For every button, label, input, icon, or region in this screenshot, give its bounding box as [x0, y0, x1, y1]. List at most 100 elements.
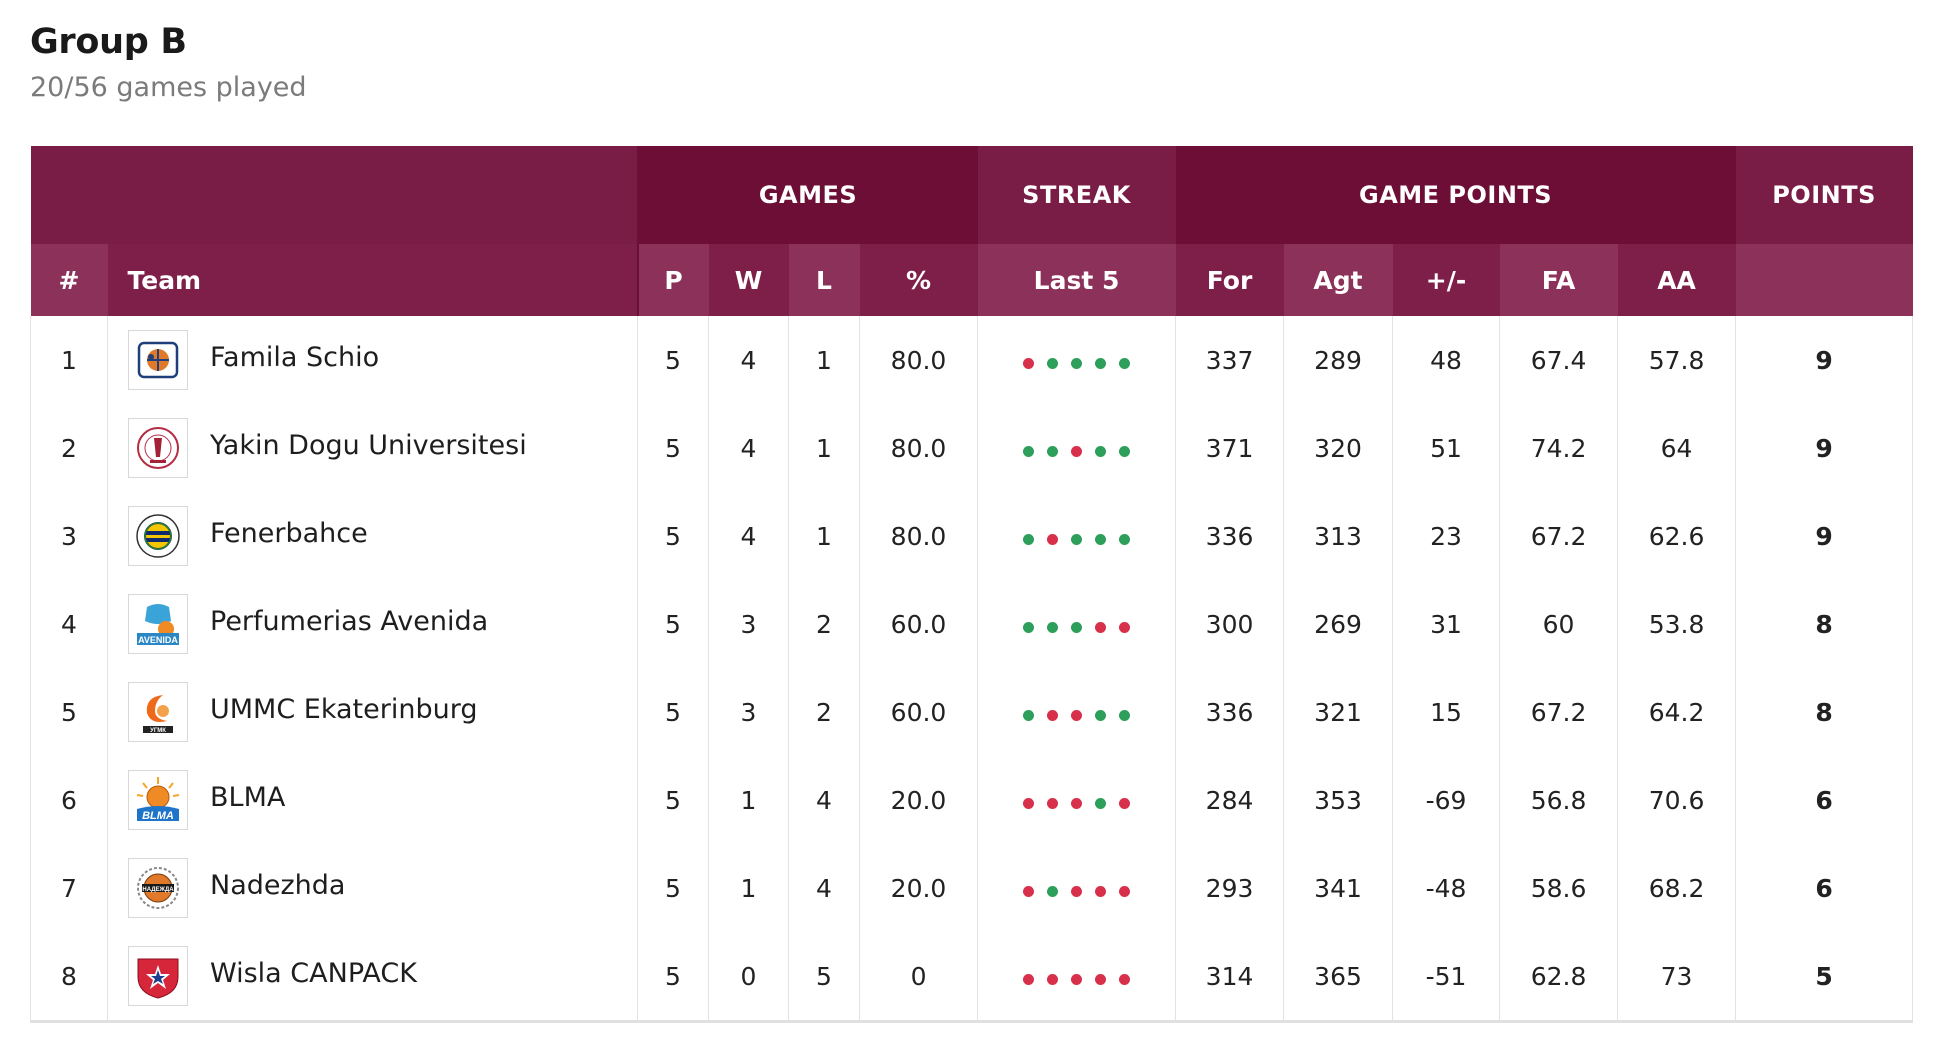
win-dot: [1119, 445, 1131, 457]
col-header-played[interactable]: P: [636, 244, 709, 316]
table-row[interactable]: 1 Famila Schio 5 4 1 80.0 337 289 48 67.4 57.8 9: [30, 316, 1913, 404]
rank-cell: 6: [30, 756, 108, 844]
losses-cell: 1: [788, 492, 860, 580]
standings-widget: Group B 20/56 games played GAMES STREAK …: [30, 18, 1913, 1023]
col-header-team[interactable]: Team: [107, 244, 638, 316]
points-cell: 9: [1815, 433, 1833, 463]
group-header-streak: STREAK: [977, 146, 1176, 244]
win-dot: [1095, 357, 1107, 369]
rank-cell: 3: [30, 492, 108, 580]
point-diff-cell: -48: [1392, 844, 1501, 932]
win-dot: [1047, 621, 1059, 633]
rank-cell: 1: [30, 316, 108, 404]
for-average-cell: 56.8: [1499, 756, 1619, 844]
team-name[interactable]: Perfumerias Avenida: [210, 605, 489, 637]
table-row[interactable]: 6 BLMA 5 1 4 20.0 284 353 -69 56.8 70.6 6: [30, 756, 1913, 844]
col-header-points-against[interactable]: Agt: [1283, 244, 1393, 316]
wins-cell: 0: [708, 932, 789, 1023]
points-cell: 6: [1815, 785, 1833, 815]
streak-dots: [1023, 973, 1131, 985]
win-dot: [1047, 357, 1059, 369]
points-against-cell: 313: [1283, 492, 1394, 580]
loss-dot: [1047, 709, 1059, 721]
wins-cell: 4: [708, 492, 789, 580]
team-name[interactable]: Fenerbahce: [210, 517, 368, 549]
win-dot: [1119, 357, 1131, 369]
win-pct-cell: 80.0: [859, 404, 979, 492]
team-name[interactable]: Wisla CANPACK: [210, 957, 417, 989]
rank-cell: 8: [30, 932, 108, 1023]
table-row[interactable]: 4 Perfumerias Avenida 5 3 2 60.0 300 269 31 60 53.…: [30, 580, 1913, 668]
team-cell: Famila Schio: [107, 316, 638, 404]
col-header-wins[interactable]: W: [708, 244, 789, 316]
against-average-cell: 70.6: [1617, 756, 1737, 844]
table-row[interactable]: 3 Fenerbahce 5 4 1 80.0 336 313 23 67.2 62.6 9: [30, 492, 1913, 580]
win-dot: [1119, 533, 1131, 545]
col-header-for-average[interactable]: FA: [1499, 244, 1618, 316]
group-header-game-points: GAME POINTS: [1175, 146, 1736, 244]
win-pct-cell: 60.0: [859, 668, 979, 756]
for-average-cell: 60: [1499, 580, 1619, 668]
wisla-logo: [128, 946, 188, 1006]
losses-cell: 4: [788, 756, 860, 844]
point-diff-cell: 48: [1392, 316, 1501, 404]
point-diff-cell: 31: [1392, 580, 1501, 668]
col-header-last5[interactable]: Last 5: [977, 244, 1176, 316]
col-header-win-pct[interactable]: %: [859, 244, 978, 316]
win-dot: [1071, 533, 1083, 545]
streak-dots: [1023, 445, 1131, 457]
points-for-cell: 336: [1175, 668, 1285, 756]
col-header-rank[interactable]: #: [30, 244, 108, 316]
col-header-losses[interactable]: L: [788, 244, 860, 316]
rank-cell: 4: [30, 580, 108, 668]
points-against-cell: 289: [1283, 316, 1394, 404]
team-name[interactable]: Yakin Dogu Universitesi: [210, 429, 527, 461]
team-name[interactable]: BLMA: [210, 781, 286, 813]
team-cell: UMMC Ekaterinburg: [107, 668, 638, 756]
loss-dot: [1047, 973, 1059, 985]
loss-dot: [1119, 621, 1131, 633]
team-name[interactable]: UMMC Ekaterinburg: [210, 693, 478, 725]
loss-dot: [1119, 973, 1131, 985]
against-average-cell: 68.2: [1617, 844, 1737, 932]
points-cell: 9: [1815, 521, 1833, 551]
loss-dot: [1023, 973, 1035, 985]
win-dot: [1119, 709, 1131, 721]
played-cell: 5: [637, 844, 709, 932]
wins-cell: 1: [708, 844, 789, 932]
team-name[interactable]: Famila Schio: [210, 341, 380, 373]
wins-cell: 1: [708, 756, 789, 844]
win-dot: [1023, 709, 1035, 721]
wins-cell: 3: [708, 668, 789, 756]
last5-cell: [977, 492, 1177, 580]
page-title: Group B: [30, 22, 187, 62]
against-average-cell: 64.2: [1617, 668, 1737, 756]
standings-table: GAMES STREAK GAME POINTS POINTS # Team P…: [30, 146, 1913, 1023]
last5-cell: [977, 932, 1177, 1023]
points-cell: 6: [1815, 873, 1833, 903]
team-cell: Perfumerias Avenida: [107, 580, 638, 668]
table-row[interactable]: 7 Nadezhda 5 1 4 20.0 293 341 -48 58.6 68.2 6: [30, 844, 1913, 932]
points-against-cell: 320: [1283, 404, 1394, 492]
for-average-cell: 67.2: [1499, 668, 1619, 756]
win-dot: [1095, 445, 1107, 457]
loss-dot: [1047, 797, 1059, 809]
col-header-point-diff[interactable]: +/-: [1392, 244, 1500, 316]
wins-cell: 4: [708, 404, 789, 492]
streak-dots: [1023, 621, 1131, 633]
col-header-points-for[interactable]: For: [1175, 244, 1284, 316]
loss-dot: [1119, 797, 1131, 809]
team-name[interactable]: Nadezhda: [210, 869, 346, 901]
table-row[interactable]: 2 Yakin Dogu Universitesi 5 4 1 80.0 371 320 51 7…: [30, 404, 1913, 492]
win-dot: [1047, 885, 1059, 897]
win-pct-cell: 60.0: [859, 580, 979, 668]
table-row[interactable]: 5 UMMC Ekaterinburg 5 3 2 60.0 336 321 15 67.2 64.…: [30, 668, 1913, 756]
col-header-against-average[interactable]: AA: [1617, 244, 1736, 316]
table-row[interactable]: 8 Wisla CANPACK 5 0 5 0 314 365 -51 62.8 73 5: [30, 932, 1913, 1023]
loss-dot: [1095, 885, 1107, 897]
streak-dots: [1023, 709, 1131, 721]
famila-schio-logo: [128, 330, 188, 390]
group-header-games: GAMES: [636, 146, 978, 244]
group-header-points: POINTS: [1735, 146, 1913, 244]
point-diff-cell: 51: [1392, 404, 1501, 492]
